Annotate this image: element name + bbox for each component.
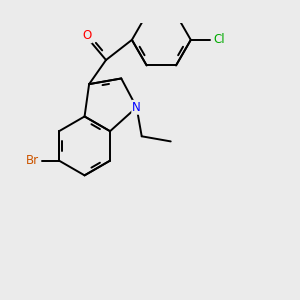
Text: N: N (132, 101, 141, 114)
Text: O: O (82, 29, 92, 42)
Text: Cl: Cl (214, 33, 225, 46)
Text: Br: Br (26, 154, 40, 167)
